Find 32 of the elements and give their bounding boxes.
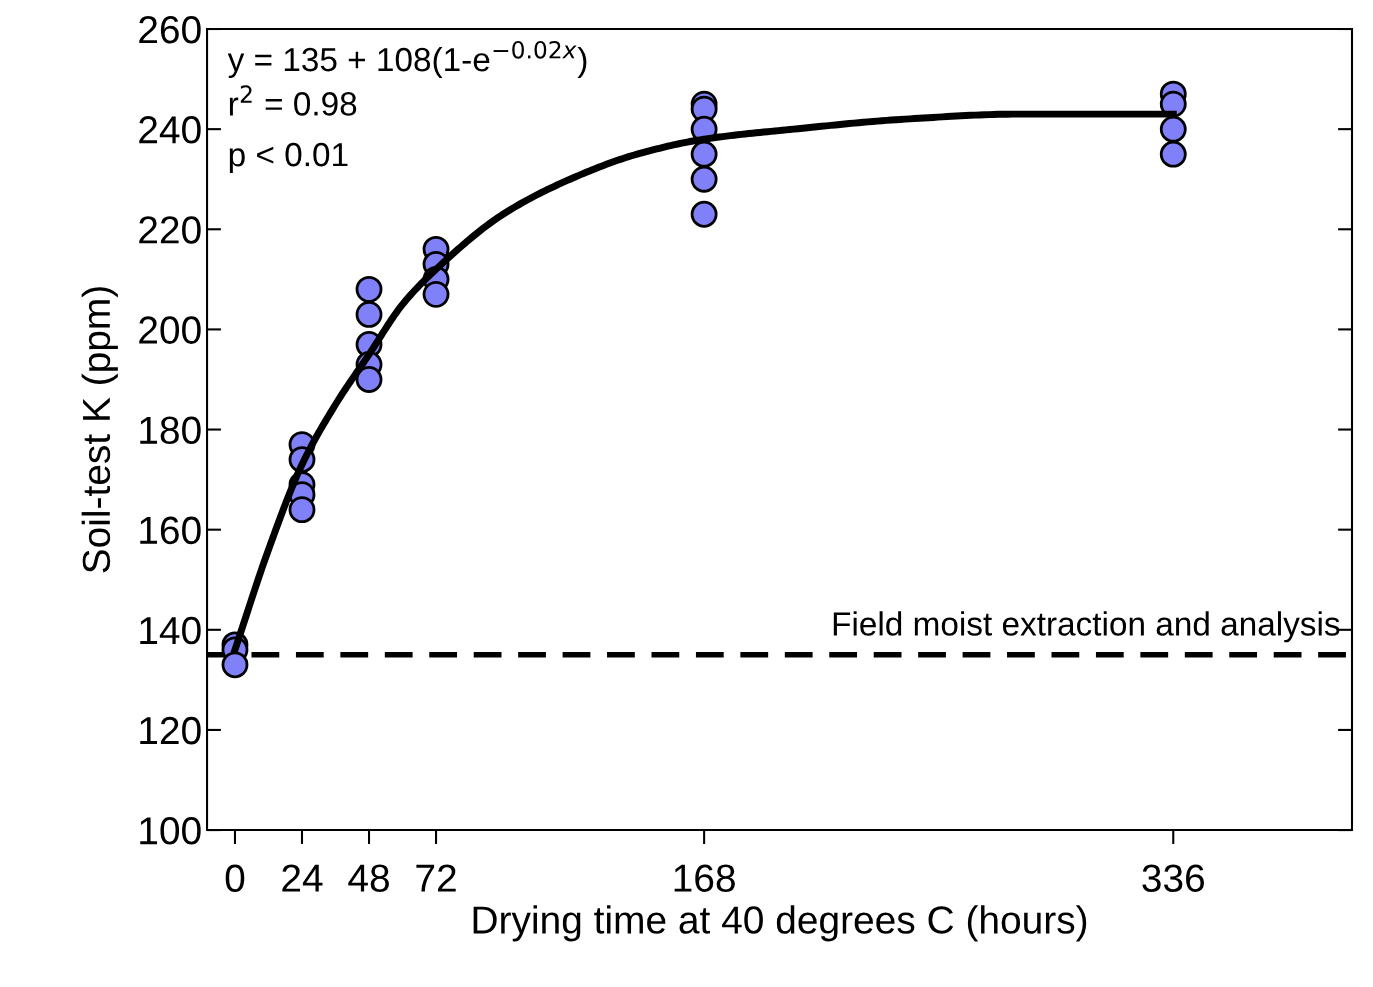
y-tick-label: 220 — [139, 216, 201, 244]
y-axis-title: Soil-test K (ppm) — [81, 287, 118, 573]
ref-line-label: Field moist extraction and analysis — [833, 611, 1340, 643]
point — [355, 366, 383, 393]
y-tick-label: 100 — [140, 817, 201, 845]
y-tick-label: 120 — [140, 716, 201, 745]
point — [221, 651, 249, 679]
point — [1159, 140, 1187, 168]
x-tick-label: 48 — [348, 864, 389, 892]
point — [288, 496, 316, 524]
y-tick-label: 180 — [140, 416, 201, 445]
annotation: r$^{2}$ = 0.98 — [229, 85, 357, 116]
point — [355, 300, 383, 328]
point — [1159, 115, 1187, 143]
y-tick-label: 200 — [139, 316, 201, 344]
point — [690, 165, 718, 193]
y-tick-label: 140 — [140, 616, 201, 645]
x-tick-label: 168 — [674, 864, 735, 892]
x-tick-label: 24 — [282, 864, 323, 892]
y-tick-label: 160 — [140, 516, 201, 545]
x-axis-title: Drying time at 40 degrees C (hours) — [473, 905, 1087, 942]
point — [690, 140, 718, 168]
point — [355, 275, 383, 303]
point — [690, 200, 718, 228]
y-tick-label: 240 — [139, 116, 201, 144]
point — [422, 280, 450, 308]
x-tick-label: 0 — [225, 864, 245, 892]
y-tick-label: 260 — [139, 15, 201, 44]
annotation: p < 0.01 — [229, 142, 348, 174]
x-tick-label: 72 — [416, 864, 456, 892]
x-tick-label: 336 — [1142, 864, 1205, 892]
annotation: y = 135 + 108(1-e$^{−0.02x}$) — [227, 41, 587, 79]
